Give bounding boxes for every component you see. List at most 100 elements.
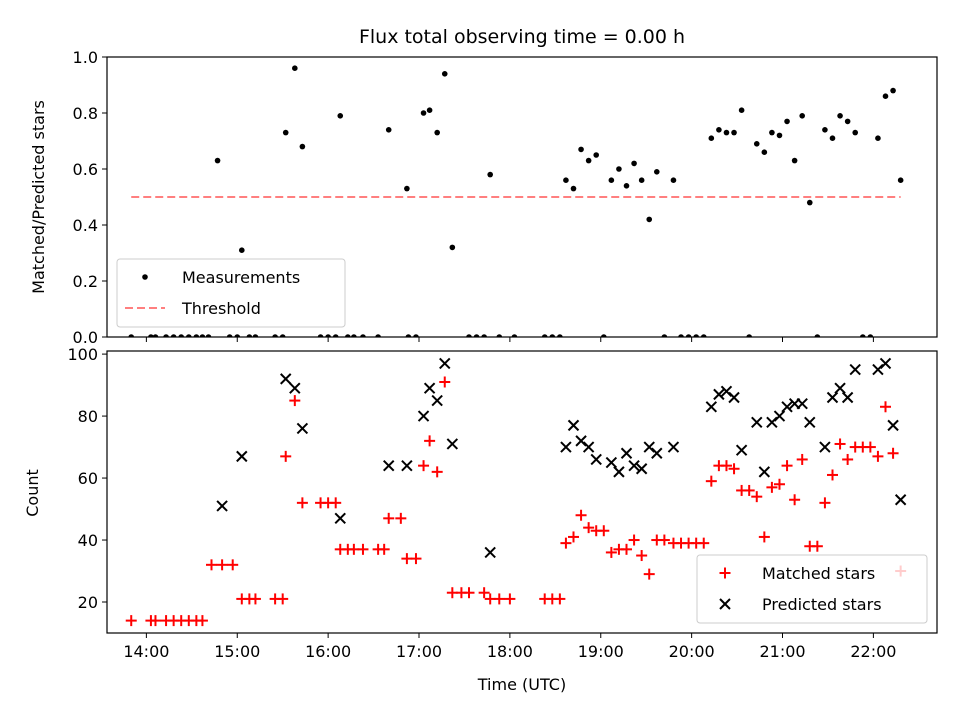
matched-stars-point <box>206 559 218 571</box>
x-b <box>887 419 899 432</box>
matched-stars-point <box>395 512 407 524</box>
matched-stars-point <box>504 593 516 605</box>
measurement-point <box>185 334 192 337</box>
matched-stars-point <box>628 534 640 546</box>
top-panel: Matched/Predicted stars 0.0 0.2 0.4 0.6 0.8 1… <box>29 48 938 347</box>
x-b <box>628 459 640 472</box>
matched-stars-point <box>872 450 884 462</box>
matched-stars-point <box>758 531 770 543</box>
predicted-stars-point <box>651 447 663 459</box>
measurement-point <box>441 71 448 77</box>
predicted-stars-point <box>613 466 625 478</box>
measurement-point <box>193 334 200 337</box>
measurement-point <box>678 334 684 337</box>
predicted-stars-point <box>773 410 786 422</box>
x-b <box>484 546 496 559</box>
predicted-stars-point <box>705 401 718 413</box>
x-b <box>431 394 443 407</box>
measurement-point <box>822 127 828 133</box>
measurement-point <box>708 135 715 141</box>
measurement-point <box>511 334 518 337</box>
matched-stars-point <box>463 587 475 599</box>
measurement-point <box>246 334 253 337</box>
predicted-stars-point <box>296 422 309 435</box>
predicted-stars-point <box>796 397 808 410</box>
measurement-point <box>806 199 813 206</box>
x-b <box>728 391 740 404</box>
matched-stars-point <box>773 478 785 490</box>
measurement-point <box>351 334 357 337</box>
matched-stars-point <box>478 587 490 599</box>
predicted-stars-point <box>334 512 346 525</box>
matched-stars-point <box>781 460 793 472</box>
predicted-stars-point <box>758 466 771 478</box>
matched-stars-point <box>296 497 308 509</box>
predicted-stars-point <box>894 494 907 506</box>
predicted-stars-point <box>728 391 740 404</box>
bottom-xtick-label: 14:00 <box>123 642 169 661</box>
bottom-xtick-label: 15:00 <box>214 642 260 661</box>
matched-stars-point <box>751 491 763 503</box>
top-ytick-label: 0.6 <box>73 160 98 179</box>
measurement-point <box>761 149 768 155</box>
matched-stars-point <box>728 463 740 475</box>
matched-stars-point <box>439 376 451 388</box>
top-ytick-label: 0.4 <box>73 216 98 235</box>
measurement-point <box>723 129 730 136</box>
matched-stars-point <box>554 593 566 605</box>
measurement-point <box>541 334 548 337</box>
measurement-point <box>638 177 645 183</box>
measurement-point <box>496 334 503 337</box>
x-b <box>826 391 839 404</box>
predicted-stars-point <box>819 441 831 453</box>
x-b <box>894 494 907 506</box>
predicted-stars-point <box>781 401 793 413</box>
x-b <box>841 391 854 404</box>
x-b <box>613 466 625 478</box>
predicted-stars-point <box>735 444 748 456</box>
x-b <box>751 416 763 428</box>
measurement-point <box>360 334 366 337</box>
measurement-point <box>413 334 419 337</box>
measurement-point <box>578 146 584 153</box>
bottom-xtick-label: 18:00 <box>487 642 533 661</box>
measurement-point <box>776 132 783 139</box>
measurement-point <box>449 244 456 251</box>
x-b <box>620 447 633 459</box>
measurement-point <box>466 334 472 337</box>
x-b <box>720 385 733 397</box>
matched-stars-point <box>842 453 854 465</box>
matched-stars-point <box>418 460 430 472</box>
measurement-point <box>646 216 653 223</box>
measurement-point <box>731 129 737 136</box>
matched-stars-point <box>636 550 648 562</box>
legend-label: Threshold <box>181 299 261 318</box>
x-b <box>651 447 663 459</box>
predicted-stars-point <box>849 363 861 376</box>
x-b <box>590 453 602 466</box>
measurement-point <box>317 334 324 337</box>
measurement-point <box>487 171 493 178</box>
measurement-point <box>238 247 245 253</box>
measurement-point <box>332 334 339 337</box>
measurement-point <box>608 177 615 183</box>
measurement-point <box>600 334 607 337</box>
legend-box <box>116 258 346 328</box>
matched-stars-point <box>605 546 617 558</box>
predicted-stars-point <box>567 419 580 432</box>
x-b <box>605 456 618 469</box>
matched-stars-point <box>621 543 633 555</box>
measurement-point <box>405 334 412 337</box>
legend-predicted-swatch <box>719 598 731 610</box>
legend-label: Measurements <box>182 268 300 287</box>
matched-stars-point <box>289 395 301 407</box>
measurement-point <box>693 334 699 337</box>
predicted-stars-point <box>887 419 899 432</box>
bottom-ytick-label: 80 <box>78 407 98 426</box>
measurement-point <box>279 334 286 337</box>
predicted-stars-point <box>289 382 301 394</box>
measurement-point <box>205 334 212 337</box>
matched-stars-point <box>811 540 823 552</box>
predicted-stars-point <box>826 391 839 404</box>
bottom-ytick-label: 20 <box>78 593 98 612</box>
